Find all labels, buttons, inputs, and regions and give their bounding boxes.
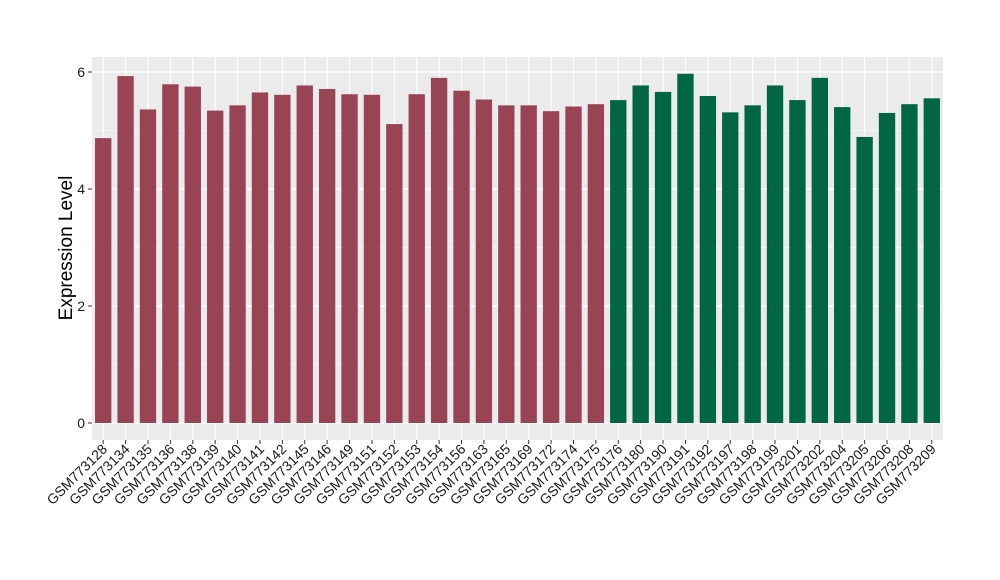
bar: [95, 138, 112, 424]
bar: [229, 105, 246, 423]
bar: [475, 99, 493, 424]
bar: [610, 100, 627, 423]
bar: [363, 94, 381, 423]
bar: [184, 86, 201, 423]
bar: [408, 94, 425, 423]
bar: [744, 105, 761, 423]
bar: [139, 109, 157, 423]
bar: [274, 94, 291, 423]
bar: [251, 92, 269, 423]
y-tick-label: 4: [77, 181, 85, 197]
bar: [654, 91, 672, 423]
bar: [901, 104, 918, 424]
bar: [386, 124, 403, 423]
bar: [296, 85, 313, 423]
bar: [856, 136, 873, 423]
bar: [341, 94, 358, 423]
bar: [498, 105, 515, 423]
bar: [632, 85, 649, 423]
y-tick-label: 0: [77, 415, 85, 431]
x-axis: GSM773128GSM773134GSM773135GSM773136GSM7…: [43, 440, 939, 508]
bar: [587, 104, 605, 424]
bar: [520, 105, 537, 423]
bar: [699, 95, 717, 424]
bar: [117, 76, 134, 423]
bar: [923, 98, 940, 423]
y-axis-title: Expression Level: [56, 176, 77, 321]
bar: [318, 88, 336, 423]
bar: [766, 85, 784, 423]
bar: [878, 112, 896, 423]
bar: [565, 106, 582, 423]
bar: [834, 107, 851, 423]
bars: [95, 73, 940, 424]
y-tick-label: 6: [77, 64, 85, 80]
bar: [789, 100, 806, 423]
bar: [677, 73, 694, 423]
y-axis: 0 2 4 6: [77, 64, 92, 431]
bar: [162, 84, 179, 423]
bar: [453, 90, 470, 423]
y-tick-label: 2: [77, 298, 85, 314]
bar: [430, 77, 448, 423]
bar: [722, 112, 739, 424]
bar: [811, 77, 829, 423]
bar: [542, 111, 560, 423]
bar: [206, 110, 224, 424]
